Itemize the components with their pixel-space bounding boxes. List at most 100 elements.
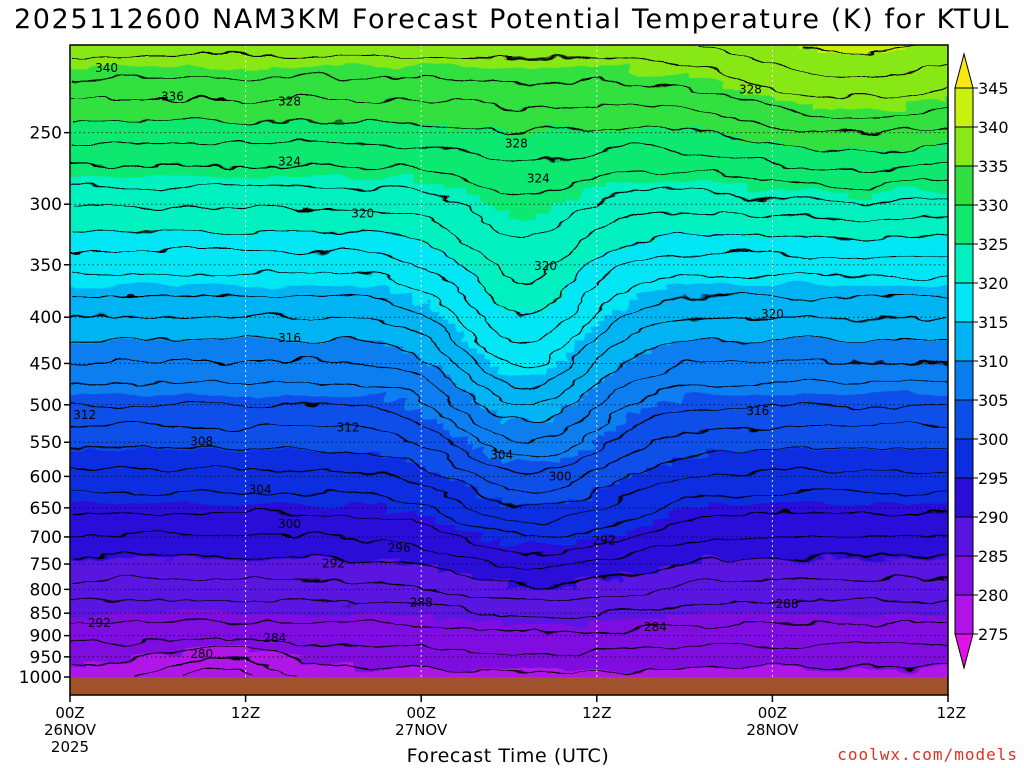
x-tick-label: 12Z xyxy=(937,704,966,722)
y-tick-label: 1000 xyxy=(19,668,62,688)
contour-line xyxy=(70,120,948,153)
colorbar-swatch xyxy=(954,87,974,128)
contour-label: 312 xyxy=(73,408,96,422)
contour-label: 328 xyxy=(278,95,301,109)
contour-line xyxy=(70,425,948,492)
contour-line xyxy=(70,513,948,554)
contour-label: 324 xyxy=(278,154,301,168)
contour-label: 328 xyxy=(505,136,528,150)
contour-line xyxy=(70,338,948,425)
contour-line xyxy=(70,316,948,407)
y-tick-label: 750 xyxy=(30,555,62,575)
colorbar-label: 275 xyxy=(978,625,1009,644)
contour-label: 304 xyxy=(490,448,513,462)
contour-line xyxy=(70,77,948,119)
y-tick-label: 400 xyxy=(30,308,62,328)
contour-label: 324 xyxy=(527,172,550,186)
contour-label: 300 xyxy=(278,517,301,531)
colorbar-swatch xyxy=(954,399,974,440)
contour-line xyxy=(70,55,948,100)
contour-label: 340 xyxy=(95,61,118,75)
colorbar-swatch xyxy=(954,321,974,362)
contour-label: 316 xyxy=(278,331,301,345)
contour-line xyxy=(70,142,948,170)
colorbar-label: 290 xyxy=(978,508,1009,527)
contour-label: 304 xyxy=(249,482,272,496)
x-tick-label: 00Z xyxy=(758,704,787,722)
contour-label: 312 xyxy=(337,421,360,435)
contour-labels: 340 336 328 324 320 316 312 308 312 304 300 296 292 2… xyxy=(73,61,798,661)
y-tick-label: 850 xyxy=(30,604,62,624)
contour-line xyxy=(70,404,948,476)
y-tick-label: 500 xyxy=(30,396,62,416)
contour-line xyxy=(70,621,948,636)
contour-label: 292 xyxy=(593,533,616,547)
x-tick-label: 28NOV xyxy=(746,721,799,739)
contour-label: 292 xyxy=(88,616,111,630)
contour-label: 284 xyxy=(644,620,667,634)
x-tick-label: 12Z xyxy=(231,704,260,722)
colorbar-label: 335 xyxy=(978,157,1009,176)
colorbar: 275 280 285 290 295 300 305 310 315 320 325 330 335 3… xyxy=(954,52,1009,670)
contour-line xyxy=(70,98,948,136)
y-tick-label: 800 xyxy=(30,580,62,600)
contour-label: 292 xyxy=(322,557,345,571)
colorbar-cap-top xyxy=(954,52,974,89)
contour-line xyxy=(70,556,948,586)
y-axis: 250 300 350 400 450 500 550 600 650 700 750 800 850 9… xyxy=(19,124,70,688)
colorbar-swatch xyxy=(954,438,974,479)
contour-line xyxy=(70,447,948,508)
contour-line xyxy=(699,45,948,79)
contour-line xyxy=(135,657,298,676)
colorbar-label: 305 xyxy=(978,391,1009,410)
colorbar-label: 325 xyxy=(978,235,1009,254)
x-tick-label: 26NOV xyxy=(44,721,97,739)
colorbar-label: 285 xyxy=(978,547,1009,566)
contour-label: 288 xyxy=(776,597,799,611)
contour-label: 284 xyxy=(263,631,286,645)
contour-line xyxy=(70,251,948,345)
contour-line xyxy=(70,382,948,459)
x-tick-label: 27NOV xyxy=(395,721,448,739)
y-tick-label: 650 xyxy=(30,499,62,519)
y-tick-label: 450 xyxy=(30,354,62,374)
contour-label: 320 xyxy=(351,206,374,220)
chart-title: 2025112600 NAM3KM Forecast Potential Tem… xyxy=(14,4,1010,35)
contour-label: 316 xyxy=(746,404,769,418)
contour-label: 288 xyxy=(410,595,433,609)
contour-line xyxy=(801,45,919,54)
colorbar-label: 315 xyxy=(978,313,1009,332)
y-tick-label: 250 xyxy=(30,124,62,144)
contour-line xyxy=(70,649,948,673)
contour-lines xyxy=(70,45,948,677)
colorbar-label: 345 xyxy=(978,79,1009,98)
y-tick-label: 350 xyxy=(30,256,62,276)
colorbar-cap-bottom xyxy=(954,633,974,670)
x-tick-label: 00Z xyxy=(407,704,436,722)
colorbar-label: 340 xyxy=(978,118,1009,137)
y-tick-label: 550 xyxy=(30,433,62,453)
contour-label: 336 xyxy=(161,89,184,103)
credit-watermark[interactable]: coolwx.com/models xyxy=(837,745,1018,764)
contour-line xyxy=(179,667,254,677)
contour-line xyxy=(70,186,948,240)
contour-line xyxy=(70,638,948,654)
colorbar-swatch xyxy=(954,594,974,635)
contour-line xyxy=(70,600,948,618)
colorbar-swatch xyxy=(954,555,974,596)
contour-label: 320 xyxy=(534,259,557,273)
contour-line xyxy=(70,534,948,570)
x-tick-label: 2025 xyxy=(51,738,89,756)
colorbar-swatch xyxy=(954,516,974,557)
colorbar-label: 280 xyxy=(978,586,1009,605)
y-tick-label: 300 xyxy=(30,195,62,215)
contour-label: 328 xyxy=(739,83,762,97)
contour-line xyxy=(70,273,948,368)
colorbar-swatch xyxy=(954,126,974,167)
colorbar-label: 320 xyxy=(978,274,1009,293)
colorbar-swatch xyxy=(954,477,974,518)
contour-line xyxy=(70,229,948,317)
colorbar-swatch xyxy=(954,243,974,284)
contour-line xyxy=(70,469,948,523)
